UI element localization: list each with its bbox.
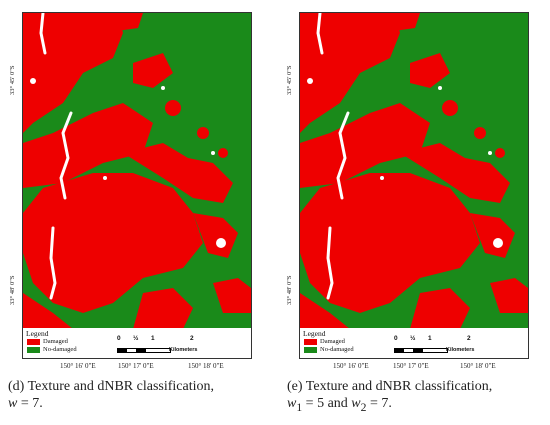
lon-label-2: 150° 17' 0"E (393, 362, 429, 370)
lon-label-2: 150° 17' 0"E (118, 362, 154, 370)
scale-tick-0: 0 (394, 335, 398, 342)
panel-e: 33° 45' 0"S 33° 48' 0"S (275, 0, 550, 425)
map-legend: Legend Damaged No-damaged 0 ½ 1 2 Kilome… (22, 328, 252, 359)
scale-tick-2: 2 (467, 335, 471, 342)
scale-unit: Kilometers (446, 347, 475, 353)
scale-bar (117, 348, 171, 353)
scale-unit: Kilometers (169, 347, 198, 353)
scale-tick-0: 0 (117, 335, 121, 342)
map-legend: Legend Damaged No-damaged 0 ½ 1 2 Kilome… (299, 328, 529, 359)
legend-label-no-damaged: No-damaged (43, 346, 77, 353)
caption-e: (e) Texture and dNBR classification, w1 … (287, 379, 493, 414)
map-graphic (23, 13, 251, 329)
lon-label-3: 150° 18' 0"E (188, 362, 224, 370)
legend-title: Legend (303, 329, 326, 338)
lon-label-1: 150° 16' 0"E (333, 362, 369, 370)
legend-label-damaged: Damaged (320, 338, 345, 345)
classification-map (22, 12, 252, 330)
lon-label-1: 150° 16' 0"E (60, 362, 96, 370)
legend-label-damaged: Damaged (43, 338, 68, 345)
legend-item-damaged: Damaged (304, 338, 345, 345)
map-graphic (300, 13, 528, 329)
panel-d: 33° 45' 0"S 33° 48' 0"S (8, 12, 252, 411)
damaged-swatch (304, 338, 317, 345)
legend-label-no-damaged: No-damaged (320, 346, 354, 353)
caption-d: (d) Texture and dNBR classification, w =… (8, 379, 214, 411)
scale-tick-1: 1 (151, 335, 155, 342)
legend-item-damaged: Damaged (27, 338, 68, 345)
scale-tick-half: ½ (410, 335, 416, 342)
scale-bar (394, 348, 448, 353)
no-damaged-swatch (304, 346, 317, 353)
legend-title: Legend (26, 329, 49, 338)
lat-label-north: 33° 45' 0"S (9, 65, 16, 95)
lat-label-north: 33° 45' 0"S (286, 65, 293, 95)
lat-label-south: 33° 48' 0"S (286, 275, 293, 305)
damaged-swatch (27, 338, 40, 345)
classification-map (299, 12, 529, 330)
scale-tick-half: ½ (133, 335, 139, 342)
scale-tick-2: 2 (190, 335, 194, 342)
scale-tick-1: 1 (428, 335, 432, 342)
lat-label-south: 33° 48' 0"S (9, 275, 16, 305)
legend-item-no-damaged: No-damaged (27, 346, 77, 353)
no-damaged-swatch (27, 346, 40, 353)
lon-label-3: 150° 18' 0"E (460, 362, 496, 370)
legend-item-no-damaged: No-damaged (304, 346, 354, 353)
